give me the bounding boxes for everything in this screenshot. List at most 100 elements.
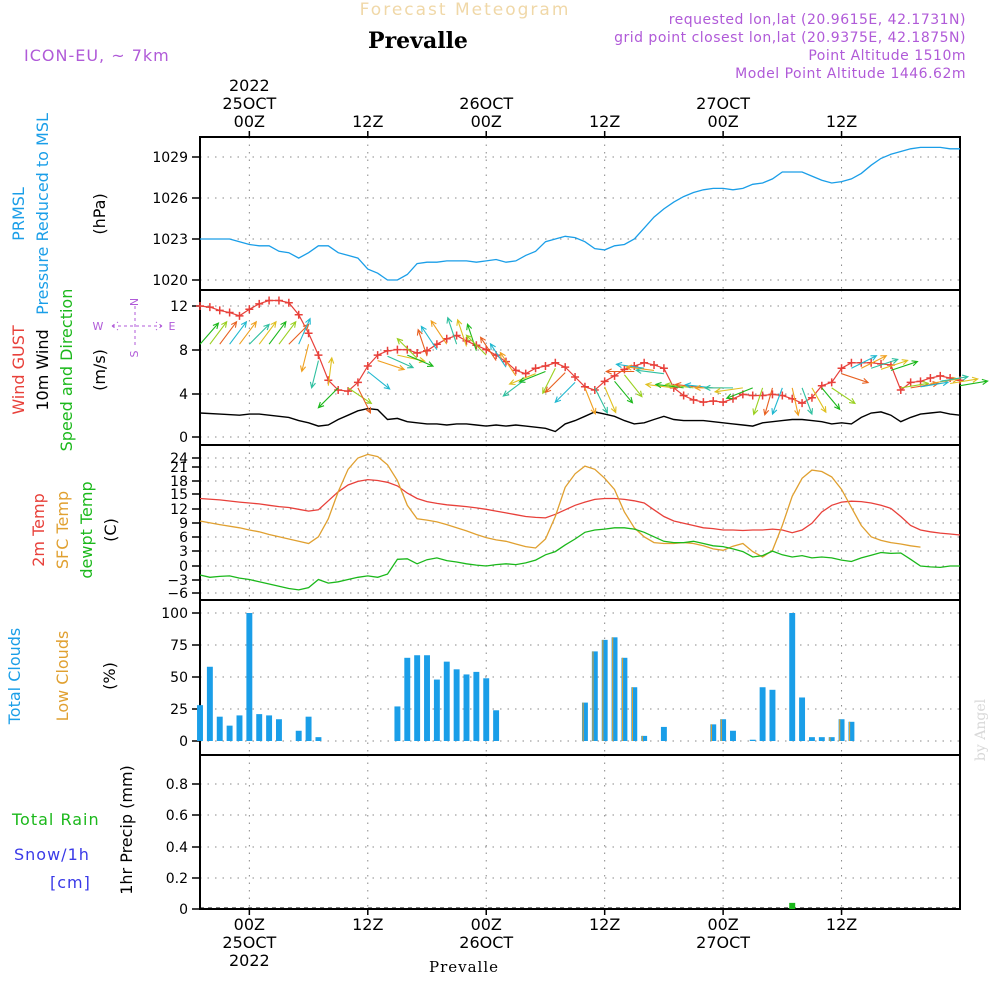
wind-arrow [791, 387, 801, 417]
temperature-ytick-label: 9 [179, 516, 188, 532]
temperature-ytick-label: 0 [179, 559, 188, 575]
clouds-total-bar [789, 613, 796, 741]
wind-arrow [248, 323, 271, 345]
wind-ytick-label: 8 [179, 343, 188, 359]
wind-gust-markers [196, 296, 964, 408]
clouds-low-bar [631, 687, 633, 741]
clouds-total-bar [621, 657, 628, 741]
pressure-ytick-label: 1023 [152, 232, 188, 248]
clouds-total-bar [720, 719, 727, 741]
compass-east: E [169, 320, 176, 333]
wind-arrow [407, 354, 435, 367]
wind-arrow [396, 337, 418, 359]
clouds-total-bar [315, 737, 322, 741]
precip-ytick-label: 0.4 [166, 840, 188, 856]
side-label: (m/s) [90, 349, 109, 391]
side-labels: PRMSL Pressure Reduced to MSL (hPa) Wind GU… [5, 113, 176, 895]
pressure-ytick-label: 1026 [152, 191, 188, 207]
temperature-grid [200, 445, 960, 600]
side-label: 1hr Precip (mm) [117, 765, 136, 895]
wind-arrow [614, 380, 634, 404]
wind-gust-marker [314, 351, 323, 360]
time-top-label: 00Z [707, 112, 738, 131]
wind-panel: 0 4 8 12 [170, 289, 989, 446]
chart-title: Forecast Meteogram [360, 0, 571, 20]
clouds-total-bar [433, 679, 440, 741]
wind-arrow [544, 372, 566, 394]
wind-arrow [446, 316, 458, 345]
temperature-ytick-label: 6 [179, 530, 188, 546]
wind-arrow [725, 387, 753, 400]
precip-panel: 0 0.2 0.4 0.6 0.8 [166, 754, 961, 918]
wind-arrow [456, 318, 468, 347]
wind-arrow [288, 323, 310, 345]
wind-gust-marker [827, 378, 836, 387]
time-bottom-label: 26OCT [459, 933, 513, 952]
wind-gust-marker [837, 364, 846, 373]
side-label: Low Clouds [53, 631, 72, 722]
wind-arrow [801, 387, 814, 416]
wind-gust-marker [353, 378, 362, 387]
time-top-label: 00Z [234, 112, 265, 131]
clouds-total-bar [295, 730, 302, 741]
wind-gust-marker [590, 386, 599, 395]
clouds-total-bar [828, 737, 835, 741]
wind-gust-marker [205, 303, 214, 312]
time-bottom-label: 2022 [229, 951, 270, 970]
wind-gust-marker [748, 391, 757, 400]
wind-gust-marker [304, 329, 313, 338]
wind-arrow [940, 374, 970, 382]
wind-arrow [387, 355, 415, 369]
wind-arrow [479, 336, 497, 361]
wind-gust-marker [284, 298, 293, 307]
wind-gust-marker [265, 296, 274, 305]
wind-gust-marker [196, 302, 204, 310]
time-bottom-label: 27OCT [696, 933, 750, 952]
wind-gust-marker [798, 399, 807, 408]
clouds-total-bar [631, 687, 638, 741]
wind-arrow [377, 360, 406, 371]
clouds-total-bar [246, 613, 253, 741]
wind-gust-marker [768, 390, 777, 399]
clouds-total-bar [236, 715, 243, 741]
wind-arrow [327, 356, 335, 386]
wind-gust-marker [363, 362, 372, 371]
pressure-ytick-label: 1020 [152, 273, 188, 289]
side-label: dewpt Temp [77, 481, 96, 578]
clouds-total-bar [749, 739, 756, 741]
wind-gust-marker [255, 299, 264, 308]
wind-arrow [623, 374, 643, 398]
wind-arrow [499, 351, 517, 377]
wind-gust-marker [531, 364, 540, 373]
clouds-total-bar [206, 666, 213, 741]
wind-arrow [752, 387, 764, 416]
time-bottom-label: 00Z [234, 915, 265, 934]
wind-frame [199, 289, 961, 446]
wind-arrow [298, 317, 311, 345]
wind-arrows [199, 316, 989, 417]
gridpoint-coords: grid point closest lon,lat (20.9375E, 42… [614, 30, 966, 46]
wind-arrow [465, 334, 487, 356]
clouds-total-bar [473, 671, 480, 741]
time-top-label: 12Z [826, 112, 857, 131]
compass-north: N [128, 298, 141, 306]
clouds-total-bar [601, 639, 608, 741]
clouds-low-bar [582, 702, 584, 741]
side-label: Wind GUST [9, 325, 28, 415]
wind-gust-marker [462, 336, 471, 345]
wind-arrow [347, 387, 373, 405]
wind-gust-marker [541, 362, 550, 371]
time-bottom-label: 00Z [707, 915, 738, 934]
wind-arrow [811, 387, 827, 414]
clouds-total-bar [591, 651, 598, 741]
wind-arrow [861, 355, 888, 369]
wind-arrow [489, 342, 507, 368]
wind-gust-marker [413, 348, 422, 357]
clouds-ytick-label: 100 [161, 606, 188, 622]
wind-arrow [209, 320, 228, 345]
wind-arrow [771, 387, 783, 416]
wind-gust-marker [689, 395, 698, 404]
